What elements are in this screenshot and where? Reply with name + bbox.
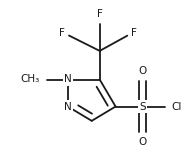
- Text: Cl: Cl: [171, 102, 182, 111]
- Text: O: O: [139, 137, 147, 147]
- Text: S: S: [139, 102, 146, 111]
- Text: N: N: [64, 102, 72, 111]
- Text: F: F: [131, 28, 137, 38]
- Text: F: F: [97, 9, 103, 19]
- Text: N: N: [64, 75, 72, 84]
- Text: F: F: [59, 28, 65, 38]
- Text: CH₃: CH₃: [20, 75, 39, 84]
- Text: O: O: [139, 66, 147, 76]
